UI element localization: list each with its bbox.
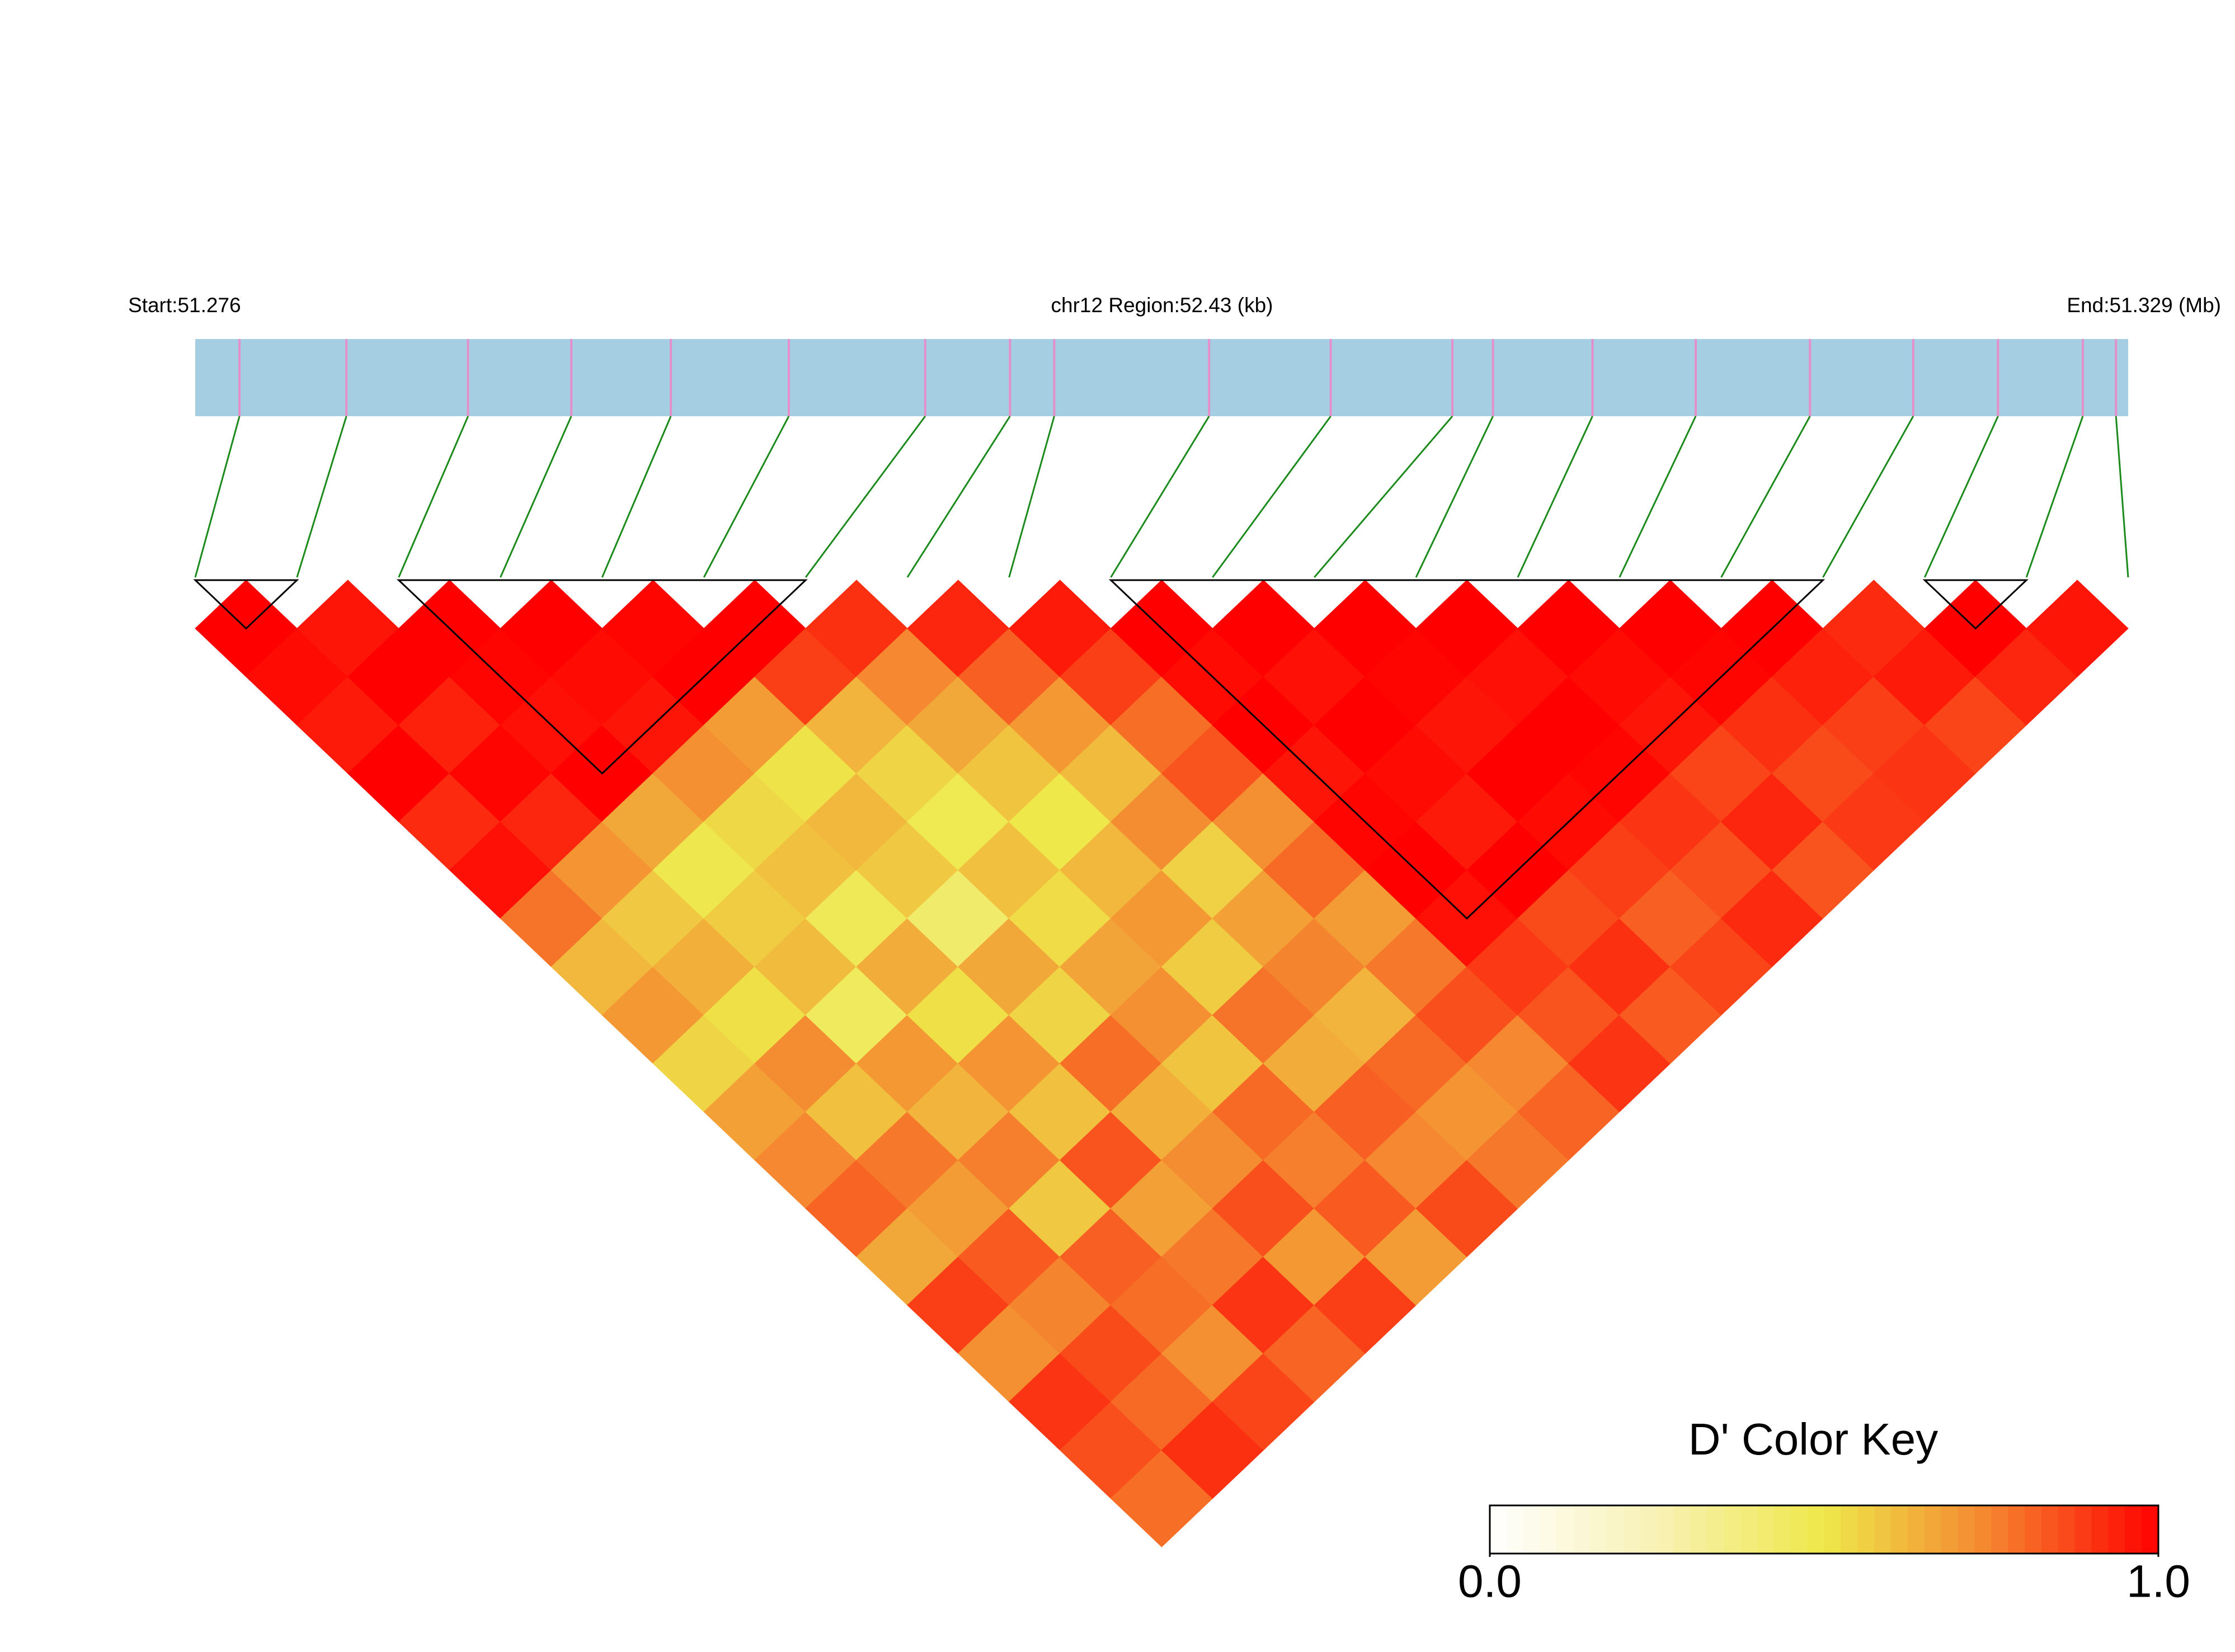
snp-connector (1110, 416, 1210, 578)
key-swatch (2074, 1505, 2092, 1554)
key-swatch (1824, 1505, 1842, 1554)
snp-connector (296, 416, 347, 578)
snp-connector (601, 416, 672, 578)
key-swatch (1690, 1505, 1708, 1554)
key-swatch (2091, 1505, 2109, 1554)
snp-connector (804, 416, 926, 578)
key-swatch (1590, 1505, 1608, 1554)
snp-connector (194, 416, 241, 578)
snp-connector (500, 416, 572, 578)
key-swatch (1991, 1505, 2009, 1554)
chart-title: chr12 Region:52.43 (kb) (1051, 294, 1273, 317)
key-title: D' Color Key (1688, 1414, 1938, 1464)
snp-connector (1822, 416, 1914, 578)
key-swatch (1724, 1505, 1742, 1554)
snp-connector (1618, 416, 1697, 578)
ld-cell (2026, 580, 2129, 677)
key-swatch (1657, 1505, 1674, 1554)
key-swatch (1807, 1505, 1825, 1554)
key-swatch (1640, 1505, 1658, 1554)
snp-connector (398, 416, 469, 578)
key-swatch (1841, 1505, 1858, 1554)
key-swatch (1891, 1505, 1908, 1554)
snp-connector (1415, 416, 1494, 578)
ld-block-outline (1108, 579, 1825, 920)
snp-connector (1720, 416, 1811, 578)
key-swatch (1707, 1505, 1725, 1554)
key-swatch (2008, 1505, 2025, 1554)
key-swatch (1857, 1505, 1875, 1554)
key-tick-label: 0.0 (1458, 1556, 1522, 1607)
snp-connector (906, 416, 1011, 578)
key-swatch (2025, 1505, 2042, 1554)
snp-connector (1008, 416, 1055, 578)
snp-connector (703, 416, 790, 578)
key-swatch (2058, 1505, 2076, 1554)
key-swatch (1490, 1505, 1507, 1554)
ld-block-outline (1922, 579, 2029, 630)
key-swatch (2142, 1505, 2159, 1554)
snp-connector (1923, 416, 1999, 578)
key-swatch (1757, 1505, 1775, 1554)
end-label: End:51.329 (Mb) (2067, 294, 2221, 317)
key-swatch (1924, 1505, 1942, 1554)
key-swatch (1790, 1505, 1808, 1554)
key-tick-label: 1.0 (2126, 1556, 2190, 1607)
key-swatch (1773, 1505, 1791, 1554)
key-swatch (1523, 1505, 1541, 1554)
snp-connector (1517, 416, 1593, 578)
snp-connector (1314, 416, 1453, 578)
key-swatch (2125, 1505, 2143, 1554)
key-swatch (1607, 1505, 1624, 1554)
key-swatch (1974, 1505, 1992, 1554)
snp-connector (2115, 416, 2129, 578)
key-swatch (1624, 1505, 1641, 1554)
key-swatch (1958, 1505, 1975, 1554)
key-swatch (1907, 1505, 1925, 1554)
ld-block-outline (396, 579, 808, 775)
key-swatch (1740, 1505, 1758, 1554)
key-swatch (1540, 1505, 1558, 1554)
snp-connector (2025, 416, 2084, 578)
snp-bar (195, 339, 2128, 416)
key-swatch (2041, 1505, 2059, 1554)
start-label: Start:51.276 (128, 294, 241, 317)
snp-connector (1212, 416, 1331, 578)
key-swatch (1673, 1505, 1691, 1554)
key-swatch (1941, 1505, 1959, 1554)
key-swatch (1506, 1505, 1524, 1554)
key-swatch (1874, 1505, 1891, 1554)
key-swatch (1573, 1505, 1591, 1554)
ld-block-outline (193, 579, 299, 630)
key-swatch (2108, 1505, 2126, 1554)
key-swatch (1556, 1505, 1574, 1554)
key-frame (1489, 1504, 2159, 1555)
